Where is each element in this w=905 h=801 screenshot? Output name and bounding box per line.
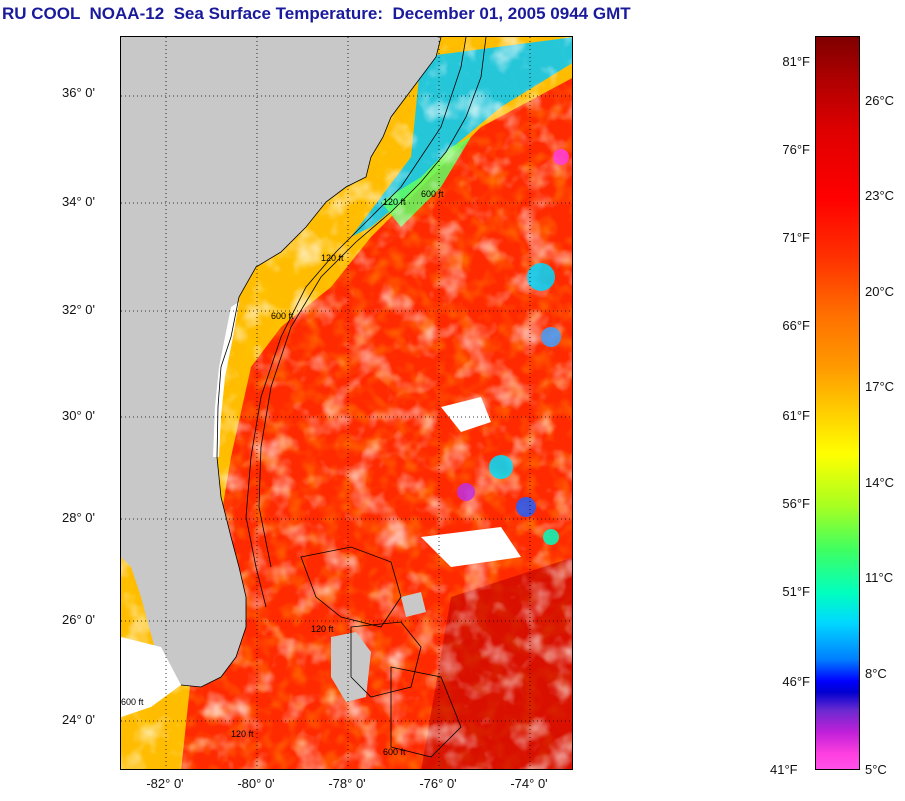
nodata-strip [213, 302, 239, 457]
lat-label-26: 26° 0' [62, 612, 95, 627]
svg-text:600 ft: 600 ft [271, 311, 294, 321]
lat-label-28: 28° 0' [62, 510, 95, 525]
cold-patches [457, 149, 569, 545]
lat-label-24: 24° 0' [62, 712, 95, 727]
colorbar-c-26: 26°C [865, 93, 895, 108]
sst-map: 120 ft 600 ft 120 ft 600 ft 120 ft 600 f… [120, 36, 573, 770]
svg-text:120 ft: 120 ft [321, 253, 344, 263]
lat-label-36: 36° 0' [62, 85, 95, 100]
colorbar-c-20: 20°C [865, 284, 895, 299]
lat-label-30: 30° 0' [62, 408, 95, 423]
colorbar-f-46: 46°F [782, 674, 810, 689]
svg-text:600 ft: 600 ft [383, 747, 406, 757]
sst-map-graphic: 120 ft 600 ft 120 ft 600 ft 120 ft 600 f… [121, 37, 572, 769]
land-mainland [121, 37, 441, 687]
svg-text:600 ft: 600 ft [421, 189, 444, 199]
colorbar-f-56: 56°F [782, 496, 810, 511]
lat-label-34: 34° 0' [62, 194, 95, 209]
lon-label-82: -82° 0' [146, 776, 184, 791]
contour-labels: 120 ft 600 ft 120 ft 600 ft 120 ft 600 f… [121, 189, 444, 757]
colorbar-f-61: 61°F [782, 408, 810, 423]
colorbar-f-66: 66°F [782, 318, 810, 333]
colorbar-c-17: 17°C [865, 379, 895, 394]
svg-text:120 ft: 120 ft [231, 729, 254, 739]
lon-label-78: -78° 0' [328, 776, 366, 791]
lat-label-32: 32° 0' [62, 302, 95, 317]
temperature-colorbar [815, 36, 860, 770]
lon-label-74: -74° 0' [510, 776, 548, 791]
svg-text:600 ft: 600 ft [121, 697, 144, 707]
svg-text:120 ft: 120 ft [311, 624, 334, 634]
colorbar-c-23: 23°C [865, 188, 895, 203]
map-title: RU COOL NOAA-12 Sea Surface Temperature:… [2, 4, 631, 23]
colorbar-f-71: 71°F [782, 230, 810, 245]
lon-label-80: -80° 0' [237, 776, 275, 791]
colorbar-f-51: 51°F [782, 584, 810, 599]
lon-label-76: -76° 0' [419, 776, 457, 791]
colorbar-f-41: 41°F [770, 762, 798, 777]
colorbar-c-11: 11°C [865, 570, 894, 585]
colorbar-f-76: 76°F [782, 142, 810, 157]
svg-text:120 ft: 120 ft [383, 197, 406, 207]
colorbar-c-5: 5°C [865, 762, 887, 777]
colorbar-c-8: 8°C [865, 666, 887, 681]
colorbar-f-81: 81°F [782, 54, 810, 69]
colorbar-c-14: 14°C [865, 475, 895, 490]
coastline-contours [180, 37, 487, 758]
